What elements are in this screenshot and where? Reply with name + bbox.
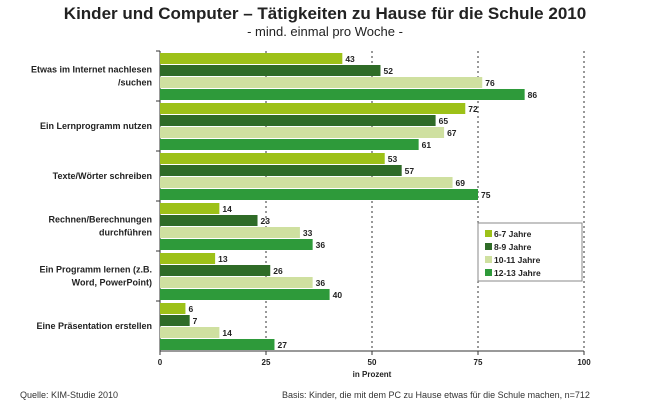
bar bbox=[160, 77, 483, 88]
bar bbox=[160, 339, 275, 350]
data-label: 36 bbox=[316, 278, 326, 288]
data-label: 14 bbox=[222, 328, 232, 338]
bar bbox=[160, 303, 186, 314]
legend-label: 10-11 Jahre bbox=[494, 255, 541, 265]
x-axis-label: in Prozent bbox=[353, 370, 392, 379]
data-label: 7 bbox=[193, 316, 198, 326]
data-label: 14 bbox=[222, 204, 232, 214]
data-label: 23 bbox=[261, 216, 271, 226]
x-tick-label: 25 bbox=[262, 358, 271, 367]
data-label: 53 bbox=[388, 154, 398, 164]
data-label: 65 bbox=[439, 116, 449, 126]
bar bbox=[160, 127, 445, 138]
x-tick-label: 50 bbox=[368, 358, 377, 367]
data-label: 57 bbox=[405, 166, 415, 176]
data-label: 13 bbox=[218, 254, 228, 264]
chart-subtitle: - mind. einmal pro Woche - bbox=[247, 24, 403, 39]
bar bbox=[160, 115, 436, 126]
bar bbox=[160, 177, 453, 188]
category-label: Eine Präsentation erstellen bbox=[36, 321, 152, 331]
legend-label: 6-7 Jahre bbox=[494, 229, 532, 239]
category-label: Rechnen/Berechnungen bbox=[48, 215, 152, 225]
data-label: 6 bbox=[188, 304, 193, 314]
legend-label: 8-9 Jahre bbox=[494, 242, 532, 252]
data-label: 40 bbox=[333, 290, 343, 300]
category-label: Ein Programm lernen (z.B. bbox=[39, 265, 152, 275]
bar bbox=[160, 89, 525, 100]
source-note: Quelle: KIM-Studie 2010 bbox=[20, 390, 119, 400]
bar bbox=[160, 315, 190, 326]
x-tick-label: 0 bbox=[158, 358, 163, 367]
bar bbox=[160, 189, 478, 200]
bar bbox=[160, 153, 385, 164]
data-label: 69 bbox=[456, 178, 466, 188]
legend-swatch bbox=[485, 243, 492, 250]
legend-box bbox=[477, 222, 583, 282]
bar bbox=[160, 65, 381, 76]
legend-swatch bbox=[485, 230, 492, 237]
bar bbox=[160, 289, 330, 300]
bar bbox=[160, 327, 220, 338]
bar bbox=[160, 103, 466, 114]
bar-chart: 0 25 50 75 100 in Prozent Etwas im Internet na… bbox=[31, 50, 591, 379]
legend-swatch bbox=[485, 256, 492, 263]
category-label: durchführen bbox=[99, 228, 152, 238]
category-label: Ein Lernprogramm nutzen bbox=[40, 121, 152, 131]
data-label: 61 bbox=[422, 140, 432, 150]
bar bbox=[160, 265, 271, 276]
category-label: Word, PowerPoint) bbox=[72, 278, 152, 288]
data-label: 27 bbox=[277, 340, 287, 350]
bar bbox=[160, 239, 313, 250]
data-label: 33 bbox=[303, 228, 313, 238]
bar bbox=[160, 253, 216, 264]
data-label: 43 bbox=[345, 54, 355, 64]
category-label: Etwas im Internet nachlesen bbox=[31, 65, 152, 75]
category-label: Texte/Wörter schreiben bbox=[53, 171, 152, 181]
bar bbox=[160, 53, 343, 64]
data-label: 52 bbox=[383, 66, 393, 76]
data-label: 72 bbox=[468, 104, 478, 114]
data-label: 75 bbox=[481, 190, 491, 200]
data-label: 36 bbox=[316, 240, 326, 250]
legend-label: 12-13 Jahre bbox=[494, 268, 541, 278]
bar bbox=[160, 165, 402, 176]
bar bbox=[160, 203, 220, 214]
bar bbox=[160, 139, 419, 150]
bar bbox=[160, 277, 313, 288]
x-tick-label: 100 bbox=[577, 358, 591, 367]
bar bbox=[160, 215, 258, 226]
data-label: 26 bbox=[273, 266, 283, 276]
data-label: 86 bbox=[528, 90, 538, 100]
data-label: 76 bbox=[485, 78, 495, 88]
chart-title: Kinder und Computer – Tätigkeiten zu Hau… bbox=[63, 4, 587, 23]
legend-swatch bbox=[485, 269, 492, 276]
category-label: /suchen bbox=[118, 78, 152, 88]
x-tick-label: 75 bbox=[474, 358, 483, 367]
basis-note: Basis: Kinder, die mit dem PC zu Hause e… bbox=[282, 390, 590, 400]
bar bbox=[160, 227, 300, 238]
data-label: 67 bbox=[447, 128, 457, 138]
